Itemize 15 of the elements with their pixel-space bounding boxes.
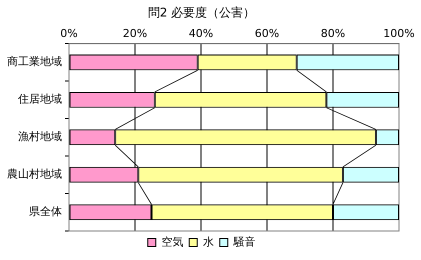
legend-label: 騒音: [232, 235, 256, 248]
x-tick-label: 60%: [254, 26, 280, 40]
x-tick-label: 40%: [188, 26, 214, 40]
y-tick-label: 県全体: [29, 205, 62, 218]
x-tick-label: 100%: [383, 26, 415, 40]
legend-label: 水: [202, 235, 214, 248]
y-tick-label: 農山村地域: [7, 168, 62, 181]
y-tick-label: 漁村地域: [18, 130, 62, 144]
chart-title: 問2 必要度（公害）: [148, 5, 256, 20]
legend-label: 空気: [161, 235, 184, 248]
y-tick-label: 商工業地域: [7, 55, 62, 68]
y-tick-label: 住居地域: [18, 92, 62, 106]
x-tick-label: 80%: [320, 26, 346, 40]
x-tick-label: 20%: [122, 26, 148, 40]
x-tick-label: 0%: [60, 26, 78, 40]
